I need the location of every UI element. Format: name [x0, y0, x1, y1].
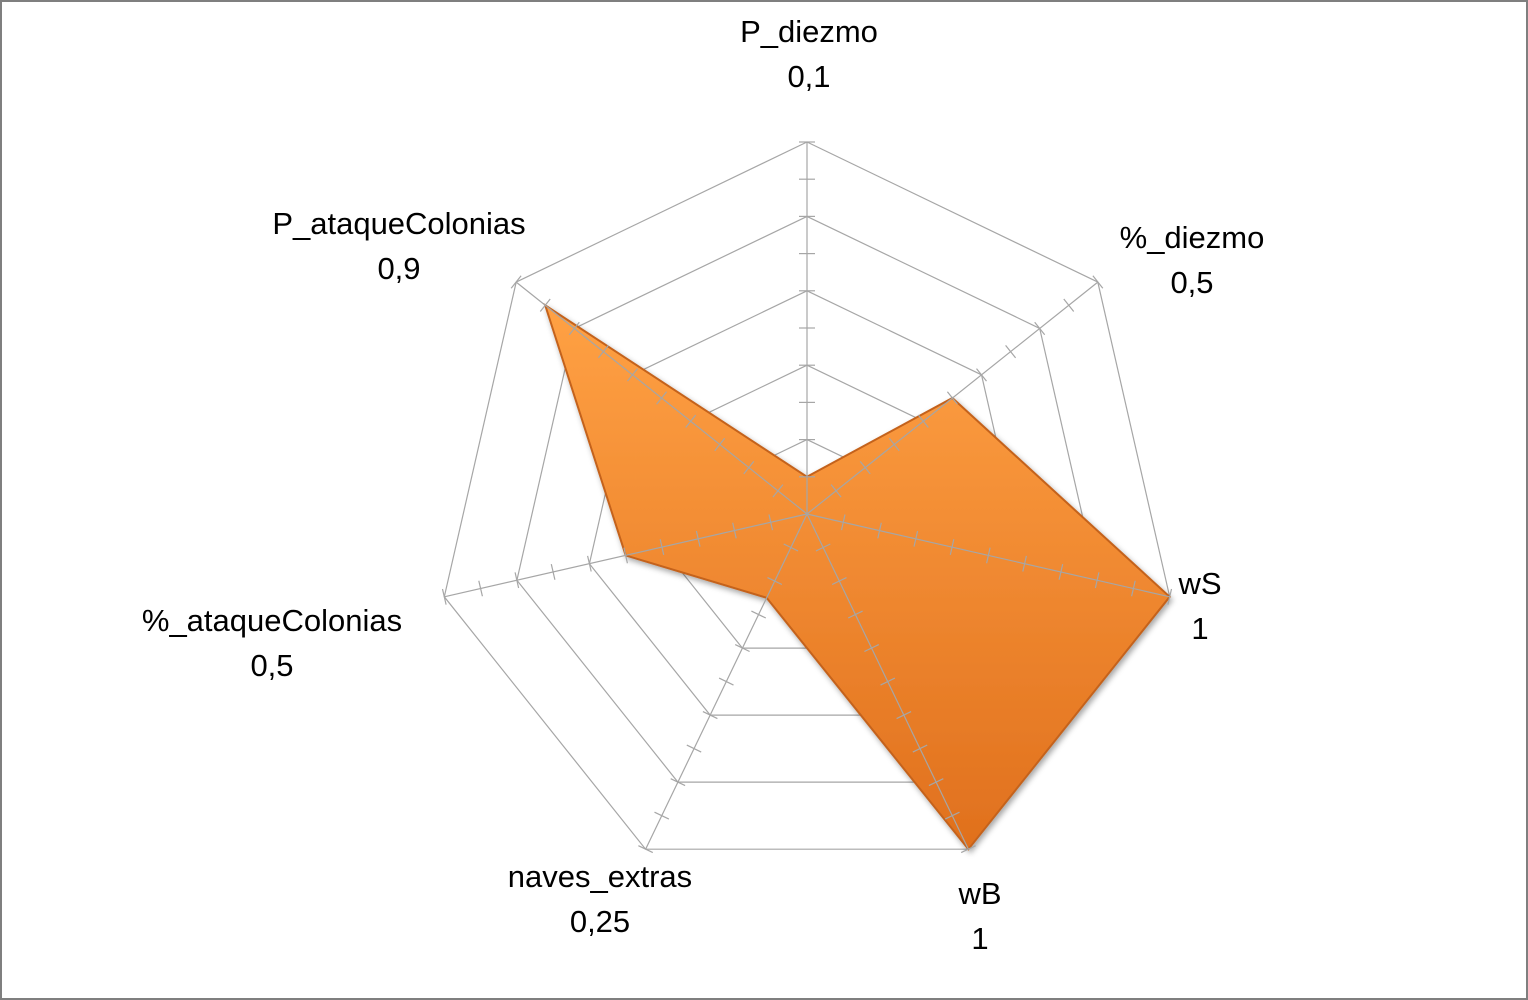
category-value-label: 0,5	[1170, 265, 1213, 300]
axis-tick	[912, 744, 928, 753]
axis-tick	[888, 437, 900, 452]
axis-tick	[695, 530, 701, 547]
axis-tick	[917, 414, 929, 428]
axis-tick	[670, 778, 686, 787]
category-value-label: 1	[971, 921, 988, 956]
category-label: P_diezmo	[740, 14, 878, 49]
axis-tick	[768, 514, 774, 531]
axis-tick	[847, 610, 863, 619]
axis-tick	[864, 644, 880, 653]
axis-tick	[568, 321, 580, 336]
category-label: wB	[957, 876, 1001, 911]
axis-tick	[685, 414, 697, 428]
axis-tick	[1005, 345, 1017, 359]
axis-tick	[751, 610, 767, 619]
axis-tick	[1063, 298, 1075, 312]
axis-tick	[587, 555, 592, 572]
axis-tick	[702, 711, 718, 720]
category-labels: P_diezmo 0,1 %_diezmo 0,5 wS 1 wB 1 naves_extras…	[142, 14, 1265, 956]
axis-tick	[718, 677, 734, 686]
series-area	[543, 302, 1172, 851]
axis-tick	[510, 275, 522, 289]
axis-tick	[478, 580, 483, 597]
axis-tick	[1058, 563, 1064, 580]
axis-tick	[772, 484, 784, 498]
axis-tick	[944, 811, 960, 820]
axis-tick	[949, 539, 955, 556]
category-value-label: 1	[1191, 611, 1208, 646]
axis-tick	[960, 845, 976, 854]
axis-tick	[928, 778, 944, 787]
category-label: %_ataqueColonias	[142, 603, 402, 638]
axis-tick	[654, 811, 670, 820]
axis-tick	[441, 588, 447, 605]
axis-tick	[830, 484, 842, 498]
axis-tick	[656, 391, 668, 405]
axis-tick	[913, 530, 919, 547]
category-value-label: 0,5	[250, 648, 293, 683]
axis-tick	[743, 461, 755, 475]
category-label: %_diezmo	[1120, 220, 1265, 255]
radar-axes	[441, 141, 1173, 854]
axis-tick	[859, 461, 871, 475]
axis-tick	[1034, 321, 1046, 336]
category-label: naves_extras	[508, 859, 692, 894]
axis-tick	[1131, 580, 1136, 597]
axis-tick	[976, 368, 987, 382]
axis-tick	[1022, 555, 1027, 572]
axis-tick	[638, 845, 654, 854]
axis-tick	[686, 744, 702, 753]
axis-tick	[840, 514, 846, 531]
axis-tick	[946, 391, 958, 405]
axis-tick	[539, 298, 551, 312]
category-value-label: 0,25	[570, 904, 630, 939]
axis-tick	[1094, 572, 1100, 589]
axis-tick	[896, 711, 912, 720]
axis-tick	[815, 543, 831, 552]
axis-tick	[877, 522, 882, 539]
series-layer	[543, 302, 1172, 851]
axis-tick	[767, 577, 783, 586]
axis-tick	[986, 547, 991, 564]
axis-tick	[1167, 588, 1173, 605]
axis-tick	[714, 437, 726, 452]
axis-tick	[783, 543, 799, 552]
grid-ring	[516, 215, 1098, 783]
axis-tick	[831, 577, 847, 586]
axis-tick	[880, 677, 896, 686]
axis-tick	[514, 572, 520, 589]
category-label: P_ataqueColonias	[272, 206, 525, 241]
axis-tick	[550, 563, 556, 580]
axis-tick	[597, 345, 609, 359]
axis-tick	[734, 644, 750, 653]
axis-tick	[1092, 275, 1104, 289]
axis-tick	[627, 368, 638, 382]
axis-tick	[623, 547, 628, 564]
category-value-label: 0,9	[377, 251, 420, 286]
category-value-label: 0,1	[787, 59, 830, 94]
axis-tick	[659, 539, 665, 556]
grid-ring	[443, 141, 1171, 850]
axis-tick	[732, 522, 737, 539]
category-label: wS	[1177, 566, 1221, 601]
